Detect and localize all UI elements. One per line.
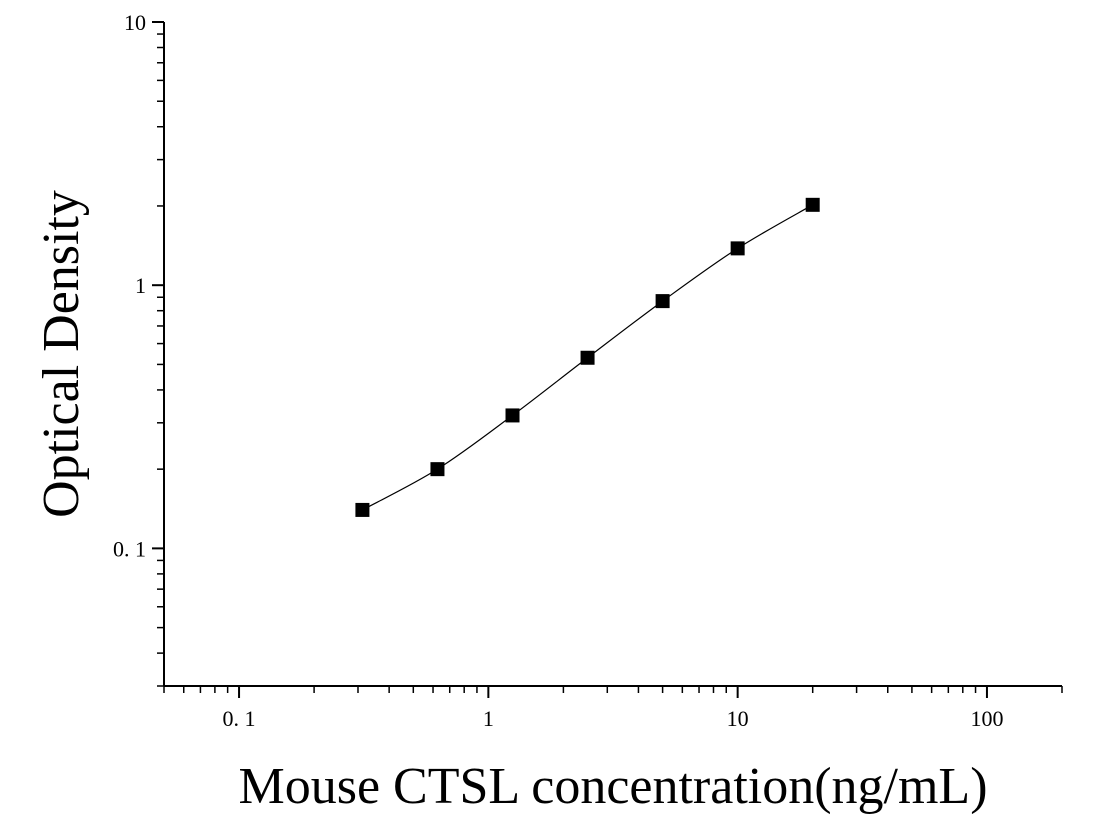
x-tick-label: 10 (727, 706, 749, 731)
y-tick-label: 10 (124, 10, 146, 35)
data-point-marker (805, 197, 820, 212)
x-tick-label: 1 (483, 706, 494, 731)
axes (163, 22, 1062, 687)
data-point-marker (505, 408, 520, 423)
x-tick-label: 0. 1 (223, 706, 256, 731)
data-point-marker (355, 502, 370, 517)
data-point-marker (655, 294, 670, 309)
data-points (355, 197, 820, 517)
data-point-marker (430, 462, 445, 477)
x-tick-label: 100 (970, 706, 1003, 731)
data-point-marker (580, 350, 595, 365)
y-tick-label: 1 (135, 273, 146, 298)
ticks: 0. 1 1 10 100 0. 1 1 10 (113, 10, 1063, 731)
x-axis-title: Mouse CTSL concentration(ng/mL) (238, 758, 987, 815)
data-point-marker (730, 241, 745, 256)
y-axis-title: Optical Density (33, 190, 90, 518)
y-tick-label: 0. 1 (113, 536, 146, 561)
